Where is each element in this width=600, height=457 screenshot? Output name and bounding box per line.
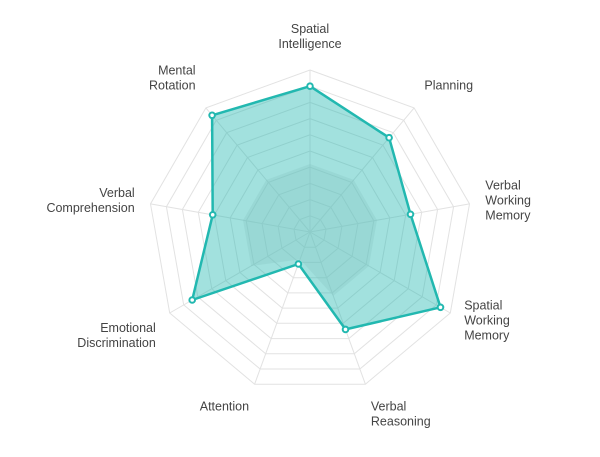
data-point[interactable] <box>385 133 393 142</box>
grid-spoke <box>309 203 470 233</box>
axis-label: Intelligence <box>278 37 341 51</box>
axis-label: Comprehension <box>46 201 134 215</box>
axis-label: Reasoning <box>371 414 431 428</box>
grid-spoke <box>309 231 366 385</box>
radar-series <box>188 82 445 334</box>
axis-label: Working <box>464 314 510 328</box>
grid-ring <box>261 182 359 279</box>
grid-ring <box>229 150 391 309</box>
grid-spoke <box>254 231 311 385</box>
axis-label: Verbal <box>371 399 406 413</box>
grid-ring <box>245 166 375 294</box>
axis-label: Spatial <box>464 299 502 313</box>
axis-label: Planning <box>424 79 473 93</box>
data-point[interactable] <box>208 211 217 219</box>
grid-ring <box>165 85 455 370</box>
axis-label: Verbal <box>485 179 520 193</box>
data-point[interactable] <box>294 260 303 268</box>
grid-spoke <box>205 107 311 233</box>
grid-ring <box>181 101 439 355</box>
axis-label: Memory <box>464 329 510 343</box>
axis-label: Discrimination <box>77 336 156 350</box>
data-point[interactable] <box>406 210 415 219</box>
grid-ring <box>213 134 407 324</box>
axis-label: Attention <box>200 399 249 413</box>
axis-label: Verbal <box>99 186 134 200</box>
axis-label: Working <box>485 194 531 208</box>
data-point[interactable] <box>436 303 445 312</box>
grid-spoke <box>309 107 415 233</box>
grid-ring <box>197 118 423 340</box>
grid-spoke <box>150 203 311 233</box>
reference-area <box>243 164 377 296</box>
radar-grid <box>149 69 471 385</box>
axis-label: Spatial <box>291 22 329 36</box>
axis-label: Mental <box>158 64 196 78</box>
grid-ring <box>277 199 343 263</box>
axis-label: Emotional <box>100 321 156 335</box>
data-point[interactable] <box>208 111 216 120</box>
grid-ring <box>293 215 327 248</box>
axis-label: Rotation <box>149 79 196 93</box>
data-point[interactable] <box>341 325 350 334</box>
grid-spoke <box>309 231 451 314</box>
grid-ring <box>149 69 471 385</box>
axis-labels: SpatialIntelligencePlanningVerbalWorking… <box>46 22 531 428</box>
data-point[interactable] <box>306 82 314 90</box>
series-area <box>190 84 442 331</box>
axis-label: Memory <box>485 209 531 223</box>
data-point[interactable] <box>188 296 196 304</box>
